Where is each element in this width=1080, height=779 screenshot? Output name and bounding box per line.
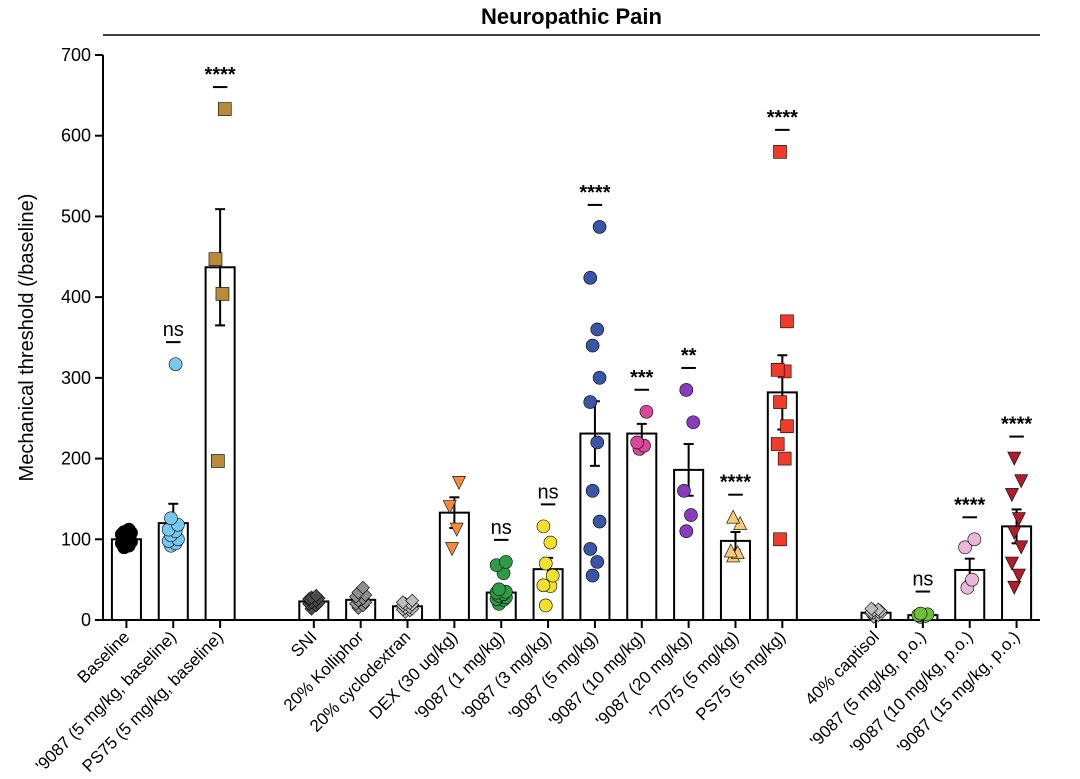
y-tick-label: 700 xyxy=(61,45,91,65)
data-point xyxy=(778,452,791,465)
y-tick-label: 200 xyxy=(61,449,91,469)
data-point xyxy=(593,220,606,233)
data-point xyxy=(680,525,693,538)
data-point xyxy=(687,416,700,429)
significance-label: ns xyxy=(538,481,559,503)
data-point xyxy=(218,103,231,116)
data-point xyxy=(584,271,597,284)
data-point xyxy=(968,533,981,546)
y-tick-label: 100 xyxy=(61,529,91,549)
data-point xyxy=(586,339,599,352)
significance-label: **** xyxy=(1001,414,1032,436)
data-point xyxy=(631,436,644,449)
data-point xyxy=(591,555,604,568)
data-point xyxy=(680,383,693,396)
data-point xyxy=(209,253,222,266)
data-point xyxy=(774,533,787,546)
data-point xyxy=(584,542,597,555)
data-point xyxy=(677,484,690,497)
data-point xyxy=(1005,488,1018,501)
data-point xyxy=(1012,513,1025,526)
data-point xyxy=(727,510,740,523)
y-tick-label: 600 xyxy=(61,126,91,146)
data-point xyxy=(771,438,784,451)
data-point xyxy=(539,557,552,570)
data-point xyxy=(591,323,604,336)
data-point xyxy=(1008,452,1021,465)
data-point xyxy=(640,405,653,418)
y-tick-label: 300 xyxy=(61,368,91,388)
data-point xyxy=(169,358,182,371)
data-point xyxy=(774,396,787,409)
data-point xyxy=(774,145,787,158)
data-point xyxy=(771,363,784,376)
data-point xyxy=(546,569,559,582)
data-point xyxy=(1015,475,1028,488)
data-point xyxy=(164,512,177,525)
data-point xyxy=(211,454,224,467)
significance-label: ns xyxy=(491,517,512,539)
significance-label: ns xyxy=(163,319,184,341)
y-tick-label: 500 xyxy=(61,206,91,226)
significance-label: **** xyxy=(579,182,610,204)
data-point xyxy=(914,607,927,620)
y-tick-label: 0 xyxy=(81,610,91,630)
data-point xyxy=(584,396,597,409)
data-point xyxy=(537,579,550,592)
data-point xyxy=(453,476,466,489)
data-point xyxy=(499,555,512,568)
data-point xyxy=(539,599,552,612)
data-point xyxy=(122,523,135,536)
significance-label: **** xyxy=(767,107,798,129)
data-point xyxy=(780,315,793,328)
data-point xyxy=(591,436,604,449)
bar xyxy=(627,434,656,620)
chart-title: Neuropathic Pain xyxy=(481,4,662,29)
y-tick-label: 400 xyxy=(61,287,91,307)
data-point xyxy=(537,520,550,533)
data-point xyxy=(593,371,606,384)
data-point xyxy=(586,484,599,497)
data-point xyxy=(966,573,979,586)
significance-label: *** xyxy=(630,367,654,389)
y-axis-label: Mechanical threshold (/baseline) xyxy=(16,194,38,482)
significance-label: **** xyxy=(954,494,985,516)
data-point xyxy=(593,515,606,528)
significance-label: **** xyxy=(205,64,236,86)
data-point xyxy=(684,509,697,522)
x-tick-label: SNI xyxy=(287,627,320,660)
significance-label: ns xyxy=(912,569,933,591)
significance-label: **** xyxy=(720,472,751,494)
data-point xyxy=(544,536,557,549)
data-point xyxy=(586,569,599,582)
data-point xyxy=(780,420,793,433)
data-point xyxy=(216,287,229,300)
significance-label: ** xyxy=(681,345,697,367)
data-point xyxy=(492,583,505,596)
